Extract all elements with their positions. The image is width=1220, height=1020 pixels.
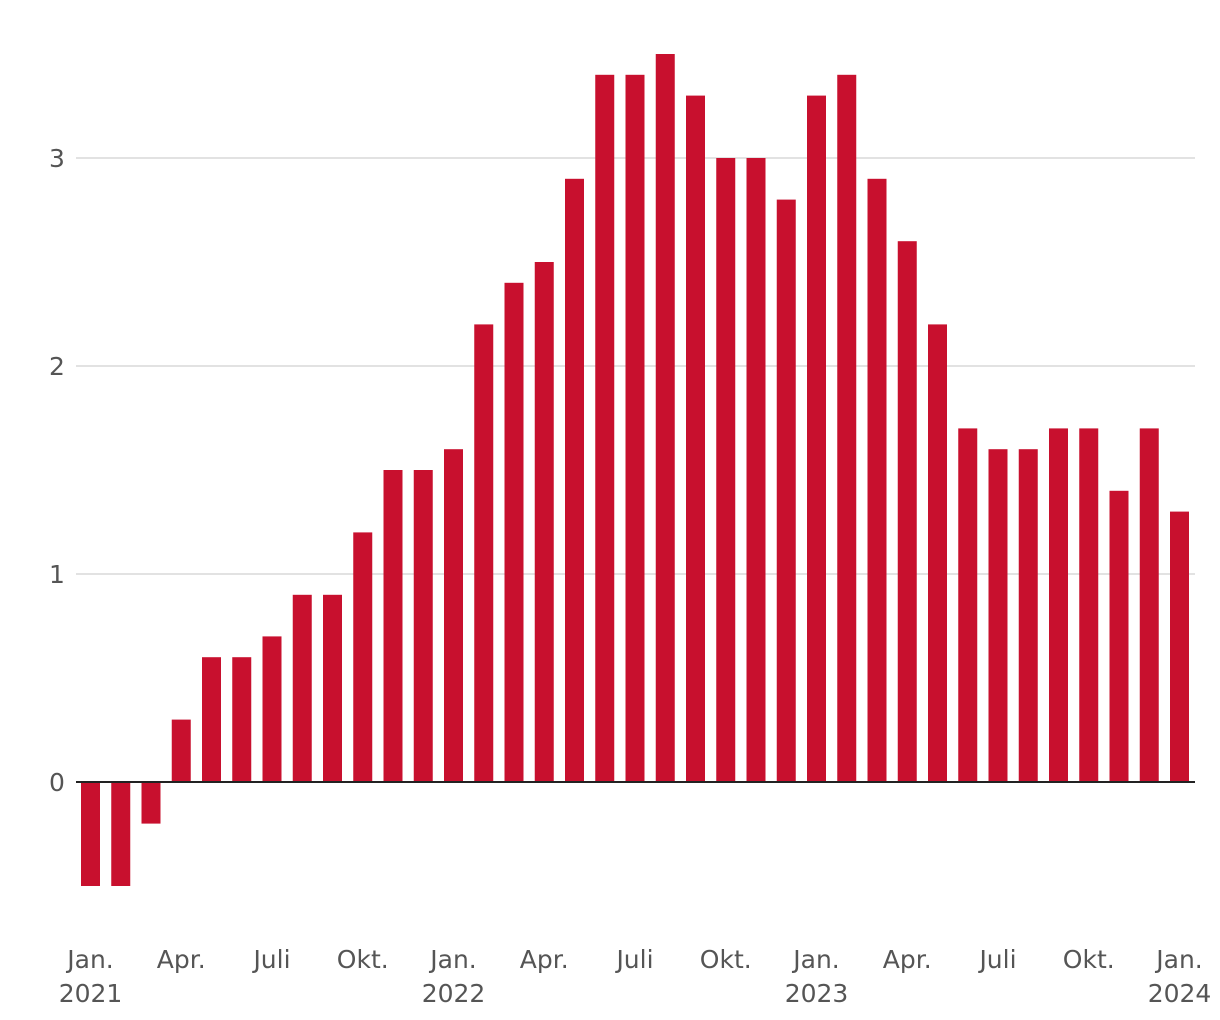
bar-2021-07 — [262, 636, 282, 782]
bar-2022-08 — [655, 54, 675, 782]
bar-2021-06 — [232, 657, 252, 782]
bar-2023-06 — [958, 428, 978, 782]
bar-2021-03 — [141, 782, 161, 824]
bar-2021-02 — [111, 782, 131, 886]
bar-2023-10 — [1079, 428, 1099, 782]
bar-2023-04 — [897, 241, 917, 782]
bar-2021-08 — [292, 594, 312, 782]
x-tick-month-label: Jan. — [791, 945, 839, 974]
x-tick-month-label: Apr. — [520, 945, 569, 974]
bar-2021-11 — [383, 470, 403, 782]
bar-2022-06 — [595, 74, 615, 783]
y-tick-label: 2 — [49, 352, 65, 381]
x-tick-month-label: Apr. — [883, 945, 932, 974]
bar-2024-01 — [1170, 511, 1189, 782]
x-tick-month-label: Okt. — [700, 945, 752, 974]
bar-2023-07 — [988, 449, 1008, 782]
y-tick-label: 1 — [49, 560, 65, 589]
bar-2022-02 — [474, 324, 494, 782]
bar-2023-08 — [1018, 449, 1038, 782]
bar-2021-09 — [323, 594, 342, 782]
bar-2022-10 — [716, 158, 736, 782]
x-tick-month-label: Jan. — [65, 945, 113, 974]
x-tick-month-label: Juli — [977, 945, 1016, 974]
bar-2023-03 — [867, 178, 887, 783]
x-tick-year-label: 2022 — [422, 979, 486, 1008]
x-tick-month-label: Apr. — [157, 945, 206, 974]
bar-2021-04 — [171, 719, 191, 782]
x-tick-month-label: Jan. — [1154, 945, 1202, 974]
x-axis-tick-labels: Jan. 2021 Apr. Juli Okt. Jan. 2022 Apr. Juli Okt.… — [59, 945, 1212, 1008]
bar-2022-05 — [565, 178, 584, 783]
bar-2023-02 — [837, 74, 857, 783]
bar-2022-11 — [746, 158, 766, 782]
x-tick-year-label: 2023 — [785, 979, 849, 1008]
x-tick-month-label: Okt. — [1063, 945, 1115, 974]
bar-2021-01 — [81, 782, 100, 886]
bar-2021-05 — [202, 657, 221, 782]
bar-2022-01 — [444, 449, 463, 782]
bar-2022-12 — [776, 199, 796, 783]
x-tick-year-label: 2021 — [59, 979, 123, 1008]
x-tick-month-label: Okt. — [337, 945, 389, 974]
x-tick-month-label: Juli — [614, 945, 653, 974]
x-tick-month-label: Jan. — [428, 945, 476, 974]
bar-2022-04 — [534, 262, 554, 782]
bar-2023-09 — [1049, 428, 1068, 782]
x-tick-year-label: 2024 — [1148, 979, 1212, 1008]
bar-2023-05 — [928, 324, 947, 782]
y-axis-tick-labels: 0 1 2 3 — [49, 144, 65, 797]
bars — [81, 54, 1189, 886]
bar-2022-07 — [625, 74, 645, 783]
bar-2022-03 — [504, 282, 524, 782]
y-tick-label: 3 — [49, 144, 65, 173]
bar-2021-10 — [353, 532, 373, 782]
bar-2021-12 — [413, 470, 433, 782]
bar-2023-01 — [807, 95, 826, 783]
bar-2022-09 — [686, 95, 705, 783]
bar-2023-11 — [1109, 490, 1129, 782]
y-tick-label: 0 — [49, 768, 65, 797]
bar-2023-12 — [1139, 428, 1159, 782]
x-tick-month-label: Juli — [251, 945, 290, 974]
